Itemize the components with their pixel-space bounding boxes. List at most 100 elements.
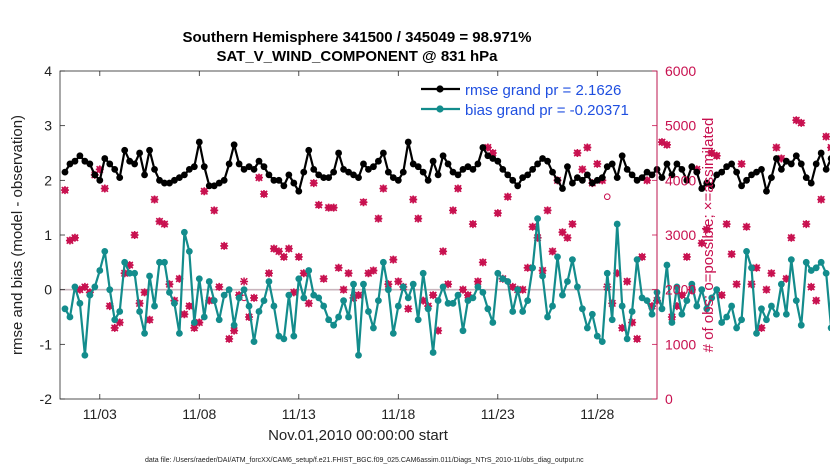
possible-point bbox=[494, 209, 502, 217]
rmse-point bbox=[648, 171, 656, 179]
assimilated-point bbox=[563, 233, 572, 242]
assimilated-point bbox=[643, 176, 652, 185]
assimilated-point bbox=[185, 302, 194, 311]
rmse-point bbox=[618, 152, 626, 160]
possible-point bbox=[315, 201, 323, 209]
bias-point bbox=[250, 338, 258, 345]
assimilated-point bbox=[558, 228, 567, 237]
bias-point bbox=[484, 305, 492, 313]
bias-point bbox=[379, 258, 387, 266]
bias-point bbox=[668, 319, 676, 326]
rmse-point bbox=[225, 160, 233, 168]
rmse-point bbox=[479, 144, 487, 151]
rmse-point bbox=[484, 152, 492, 160]
bias-point bbox=[220, 291, 228, 299]
bias-point bbox=[633, 256, 641, 263]
possible-point bbox=[76, 286, 84, 293]
rmse-point bbox=[350, 171, 357, 179]
possible-point bbox=[509, 283, 517, 291]
y-tick-label: 0 bbox=[44, 282, 52, 298]
bias-point bbox=[200, 313, 208, 321]
legend-bias-label: bias grand pr = -0.20371 bbox=[465, 102, 629, 119]
rmse-point bbox=[628, 171, 636, 179]
possible-point bbox=[584, 144, 591, 151]
rmse-point bbox=[454, 171, 462, 179]
bias-point bbox=[350, 280, 357, 288]
rmse-point bbox=[365, 166, 372, 173]
bias-point bbox=[424, 305, 432, 313]
rmse-point bbox=[608, 160, 616, 168]
bias-point bbox=[275, 332, 283, 340]
possible-point bbox=[325, 204, 332, 211]
assimilated-point bbox=[727, 250, 736, 259]
possible-point bbox=[807, 283, 815, 291]
bias-point bbox=[370, 324, 377, 332]
rmse-point bbox=[434, 171, 442, 179]
assimilated-point bbox=[618, 323, 627, 332]
possible-point bbox=[763, 286, 770, 293]
bias-point bbox=[121, 258, 129, 266]
rmse-point bbox=[519, 174, 527, 182]
rmse-point bbox=[444, 160, 452, 168]
rmse-point bbox=[429, 157, 437, 165]
assimilated-point bbox=[583, 143, 592, 152]
assimilated-point bbox=[822, 132, 830, 141]
rmse-point bbox=[270, 176, 278, 184]
assimilated-point bbox=[787, 233, 796, 242]
assimilated-point bbox=[702, 225, 711, 234]
possible-point bbox=[375, 215, 382, 222]
assimilated-point bbox=[772, 143, 781, 152]
rmse-point bbox=[404, 138, 412, 146]
assimilated-point bbox=[230, 326, 239, 335]
assimilated-point bbox=[737, 159, 746, 168]
bias-point bbox=[76, 299, 84, 307]
rmse-point bbox=[161, 179, 168, 187]
possible-point bbox=[569, 220, 576, 228]
legend-rmse-marker bbox=[436, 85, 444, 93]
bias-point bbox=[613, 220, 621, 228]
bias-point bbox=[295, 275, 303, 283]
assimilated-point bbox=[95, 165, 104, 174]
bias-point bbox=[270, 302, 278, 310]
possible-point bbox=[81, 283, 89, 291]
bias-point bbox=[335, 313, 342, 321]
rmse-point bbox=[290, 179, 298, 187]
assimilated-point bbox=[697, 239, 706, 248]
bias-point bbox=[205, 278, 213, 285]
possible-point bbox=[320, 275, 327, 283]
rmse-point bbox=[295, 187, 303, 195]
assimilated-point bbox=[374, 214, 383, 223]
assimilated-point bbox=[593, 159, 602, 168]
bias-point bbox=[758, 305, 765, 313]
assimilated-point bbox=[463, 291, 472, 300]
assimilated-point bbox=[628, 318, 637, 327]
x-tick-label: 11/08 bbox=[182, 406, 216, 422]
assimilated-point bbox=[175, 274, 184, 283]
rmse-point bbox=[822, 166, 830, 173]
rmse-point bbox=[325, 174, 333, 182]
possible-point bbox=[156, 218, 163, 225]
rmse-point bbox=[260, 163, 268, 171]
rmse-point bbox=[494, 157, 502, 165]
bias-point bbox=[255, 308, 263, 315]
rmse-point bbox=[638, 174, 646, 182]
rmse-point bbox=[235, 160, 243, 168]
rmse-point bbox=[275, 176, 283, 184]
rmse-point bbox=[96, 176, 104, 184]
possible-point bbox=[449, 207, 457, 214]
possible-point bbox=[295, 253, 303, 261]
bias-point bbox=[66, 313, 74, 321]
bias-point bbox=[678, 310, 686, 318]
bias-point bbox=[748, 264, 755, 272]
bias-point bbox=[683, 297, 691, 304]
possible-point bbox=[827, 144, 830, 151]
rmse-point bbox=[340, 166, 347, 173]
rmse-point bbox=[748, 171, 755, 179]
bias-point bbox=[171, 299, 178, 307]
assimilated-point bbox=[190, 323, 199, 332]
rmse-point bbox=[792, 152, 800, 160]
bias-point bbox=[812, 264, 820, 272]
assimilated-point bbox=[573, 149, 582, 157]
bias-point bbox=[753, 330, 760, 337]
assimilated-point bbox=[568, 220, 577, 229]
